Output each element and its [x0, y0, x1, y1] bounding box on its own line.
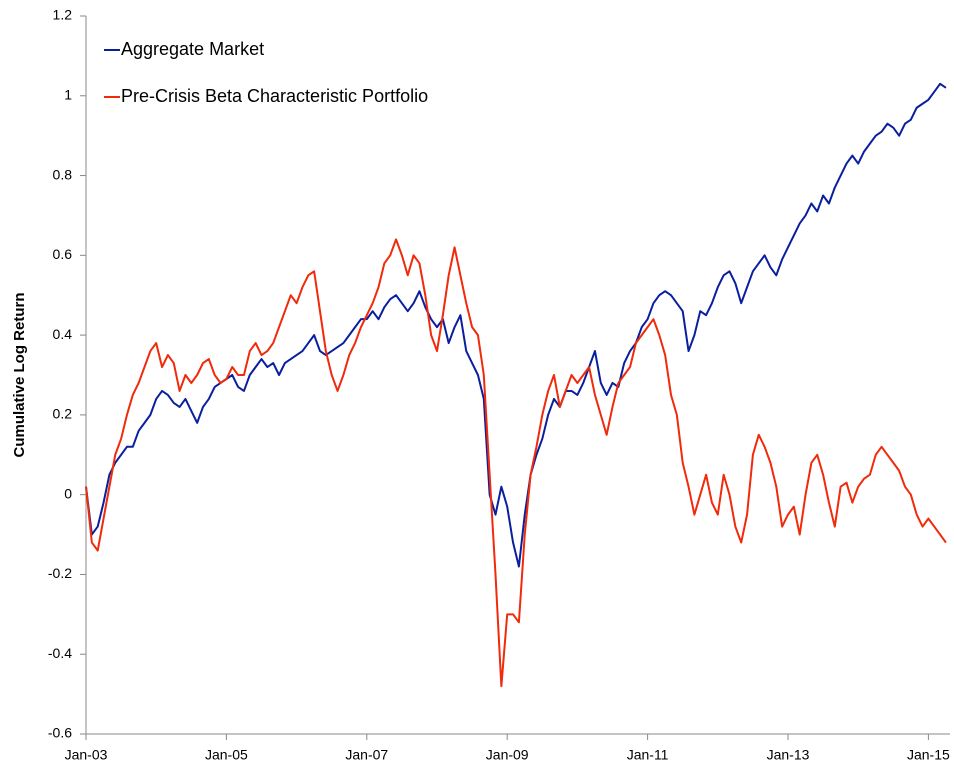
y-tick-label: 1: [64, 86, 72, 102]
y-tick-label: 0: [64, 485, 72, 501]
x-tick-label: Jan-05: [205, 747, 248, 763]
line-series: [85, 238, 947, 688]
y-tick-label: 0.6: [53, 246, 73, 262]
y-tick-label: 0.4: [53, 326, 73, 342]
y-tick-label: 0.2: [53, 406, 73, 422]
y-axis-label: Cumulative Log Return: [11, 292, 28, 457]
line-series: [85, 82, 947, 568]
x-tick-label: Jan-11: [627, 747, 669, 763]
y-tick-label: -0.4: [48, 645, 72, 661]
legend-label: Aggregate Market: [121, 39, 264, 59]
legend-label: Pre-Crisis Beta Characteristic Portfolio: [121, 86, 428, 106]
y-tick-label: 0.8: [53, 166, 73, 182]
x-tick-label: Jan-03: [65, 747, 108, 763]
y-tick-label: 1.2: [53, 7, 73, 23]
y-tick-label: -0.2: [48, 565, 72, 581]
x-tick-label: Jan-13: [767, 747, 810, 763]
y-tick-label: -0.6: [48, 725, 72, 741]
x-tick-label: Jan-09: [486, 747, 529, 763]
x-tick-label: Jan-15: [907, 747, 950, 763]
x-tick-label: Jan-07: [345, 747, 388, 763]
